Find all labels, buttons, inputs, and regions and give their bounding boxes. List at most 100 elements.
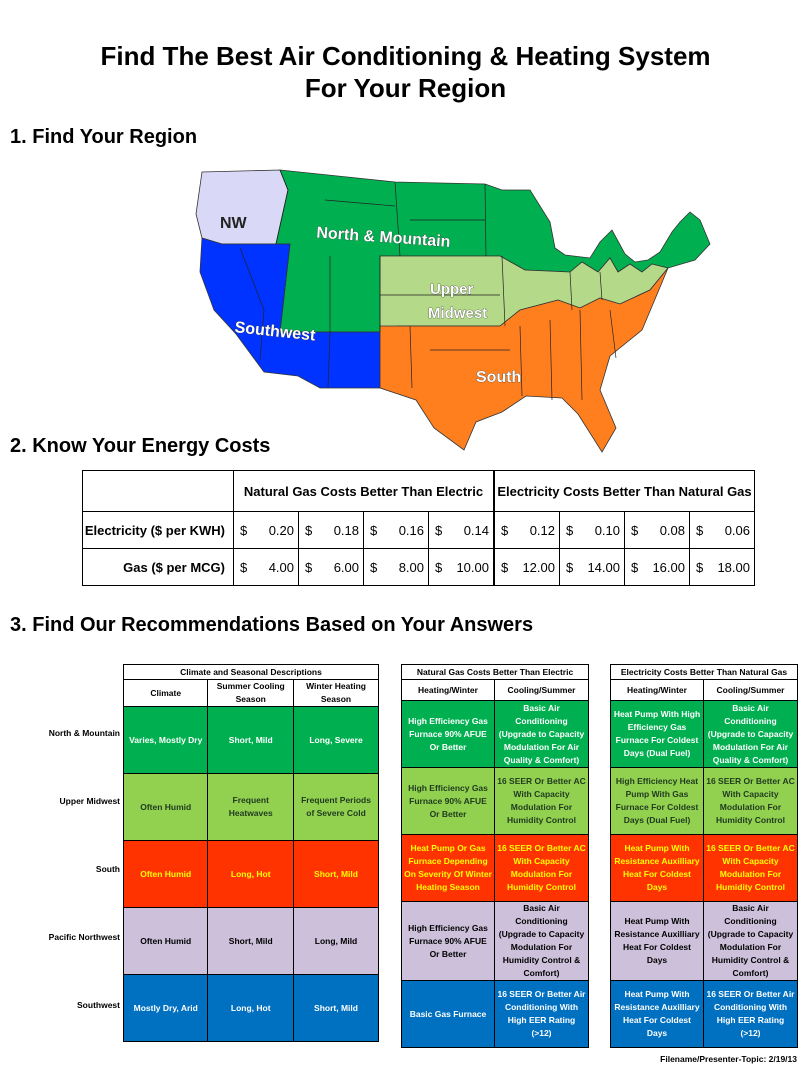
recommendation-row: High Efficiency Gas Furnace 90% AFUE Or …	[401, 700, 590, 768]
cost-value: 0.20	[268, 522, 294, 538]
climate-cell: Often Humid	[122, 773, 209, 841]
recommendation-row: High Efficiency Gas Furnace 90% AFUE Or …	[401, 901, 590, 981]
climate-cell: Short, Mild	[207, 706, 295, 774]
recommendation-row: Heat Pump With High Efficiency Gas Furna…	[610, 700, 799, 768]
column-header: Summer Cooling Season	[207, 679, 295, 707]
elec-cell: Heat Pump With Resistance Auxilliary Hea…	[610, 834, 704, 902]
climate-cell: Short, Mild	[293, 840, 379, 908]
climate-cell: Long, Hot	[207, 974, 295, 1042]
currency-symbol: $	[435, 559, 443, 575]
footer-note: Filename/Presenter-Topic: 2/19/13	[660, 1054, 797, 1064]
cost-value: 14.00	[587, 559, 620, 575]
cost-value-cell: $0.16	[363, 511, 429, 549]
cost-value-cell: $18.00	[689, 548, 755, 586]
map-region-southwest	[199, 237, 381, 389]
cost-value-cell: $0.20	[233, 511, 299, 549]
climate-table-header: Climate and Seasonal Descriptions	[123, 664, 379, 680]
recommendation-row: Often Humid Frequent Heatwaves Frequent Pe…	[122, 773, 379, 841]
region-label: Pacific Northwest	[48, 932, 120, 942]
climate-cell: Often Humid	[122, 907, 209, 975]
climate-cell: Frequent Heatwaves	[207, 773, 295, 841]
cost-header-blank	[82, 470, 234, 512]
cost-value: 0.14	[463, 522, 489, 538]
cost-value: 8.00	[398, 559, 424, 575]
column-header: Heating/Winter	[401, 679, 495, 701]
gas-cell: 16 SEER Or Better AC With Capacity Modul…	[493, 767, 590, 835]
map-label-nw: NW	[220, 215, 248, 232]
column-header: Climate	[122, 679, 209, 707]
elec-cell: Heat Pump With Resistance Auxilliary Hea…	[610, 901, 704, 981]
cost-value-cell: $0.12	[493, 511, 560, 549]
currency-symbol: $	[566, 559, 574, 575]
recommendation-row: Often Humid Short, Mild Long, Mild	[122, 907, 379, 975]
currency-symbol: $	[696, 522, 704, 538]
section-2-heading: 2. Know Your Energy Costs	[10, 435, 271, 457]
cost-value-cell: $0.06	[689, 511, 755, 549]
region-label: South	[95, 864, 120, 874]
elec-cell: Basic Air Conditioning (Upgrade to Capac…	[702, 700, 799, 768]
cost-value-cell: $0.18	[298, 511, 364, 549]
recommendation-row: Heat Pump With Resistance Auxilliary Hea…	[610, 834, 799, 902]
map-region-nw	[195, 169, 289, 245]
state-borders	[239, 169, 617, 401]
cost-value-cell: $14.00	[559, 548, 625, 586]
section-3-heading: 3. Find Our Recommendations Based on You…	[10, 614, 534, 636]
currency-symbol: $	[501, 522, 509, 538]
cost-header-elec: Electricity Costs Better Than Natural Ga…	[493, 470, 755, 512]
cost-value: 4.00	[268, 559, 294, 575]
recommendation-row: High Efficiency Heat Pump With Gas Furna…	[610, 767, 799, 835]
cost-value: 0.08	[659, 522, 685, 538]
recommendation-row: Heat Pump Or Gas Furnace Depending On Se…	[401, 834, 590, 902]
recommendation-row: Heat Pump With Resistance Auxilliary Hea…	[610, 901, 799, 981]
currency-symbol: $	[240, 559, 248, 575]
climate-cell: Often Humid	[122, 840, 209, 908]
cost-row-gas: Gas ($ per MCG) $4.00 $6.00 $8.00 $10.00 $12…	[82, 548, 755, 586]
cost-row-label: Gas ($ per MCG)	[82, 548, 234, 586]
cost-value-cell: $8.00	[363, 548, 429, 586]
cost-value: 18.00	[717, 559, 750, 575]
cost-value-cell: $6.00	[298, 548, 364, 586]
currency-symbol: $	[370, 559, 378, 575]
cost-value: 12.00	[522, 559, 555, 575]
region-label: Upper Midwest	[59, 796, 120, 806]
gas-table-header: Natural Gas Costs Better Than Electric	[401, 664, 589, 680]
column-header: Cooling/Summer	[702, 679, 799, 701]
us-region-map: NW North & Mountain Upper Midwest Southw…	[195, 169, 711, 453]
gas-cell: Basic Air Conditioning (Upgrade to Capac…	[493, 901, 590, 981]
cost-value: 0.18	[333, 522, 359, 538]
elec-cell: 16 SEER Or Better AC With Capacity Modul…	[702, 767, 799, 835]
map-label-midwest-1: Upper	[430, 281, 474, 298]
currency-symbol: $	[631, 522, 639, 538]
cost-value-cell: $12.00	[493, 548, 560, 586]
title-line-1: Find The Best Air Conditioning & Heating…	[100, 41, 711, 71]
elec-cell: High Efficiency Heat Pump With Gas Furna…	[610, 767, 704, 835]
map-region-south	[379, 267, 669, 453]
column-header: Winter Heating Season	[293, 679, 379, 707]
recommendation-row: Mostly Dry, Arid Long, Hot Short, Mild	[122, 974, 379, 1042]
recommendation-row: Basic Gas Furnace 16 SEER Or Better Air C…	[401, 980, 590, 1048]
currency-symbol: $	[240, 522, 248, 538]
climate-cell: Long, Severe	[293, 706, 379, 774]
climate-cell: Mostly Dry, Arid	[122, 974, 209, 1042]
gas-cell: Basic Gas Furnace	[401, 980, 495, 1048]
gas-cell: Heat Pump Or Gas Furnace Depending On Se…	[401, 834, 495, 902]
climate-cell: Short, Mild	[293, 974, 379, 1042]
cost-value-cell: $16.00	[624, 548, 690, 586]
elec-table-header: Electricity Costs Better Than Natural Ga…	[610, 664, 798, 680]
gas-cell: High Efficiency Gas Furnace 90% AFUE Or …	[401, 901, 495, 981]
page-title: Find The Best Air Conditioning & Heating…	[0, 40, 811, 104]
elec-cell: 16 SEER Or Better AC With Capacity Modul…	[702, 834, 799, 902]
recommendation-row: Heat Pump With Resistance Auxilliary Hea…	[610, 980, 799, 1048]
climate-cell: Long, Hot	[207, 840, 295, 908]
cost-value: 6.00	[333, 559, 359, 575]
title-line-2: For Your Region	[304, 73, 507, 103]
map-label-midwest-2: Midwest	[428, 305, 487, 322]
region-label: North & Mountain	[48, 728, 120, 738]
climate-table: Climate and Seasonal Descriptions Climat…	[122, 664, 379, 1042]
cost-value: 0.16	[398, 522, 424, 538]
map-label-south: South	[476, 369, 521, 386]
gas-cell: Basic Air Conditioning (Upgrade to Capac…	[493, 700, 590, 768]
cost-value-cell: $0.08	[624, 511, 690, 549]
gas-cell: High Efficiency Gas Furnace 90% AFUE Or …	[401, 767, 495, 835]
climate-cell: Varies, Mostly Dry	[122, 706, 209, 774]
